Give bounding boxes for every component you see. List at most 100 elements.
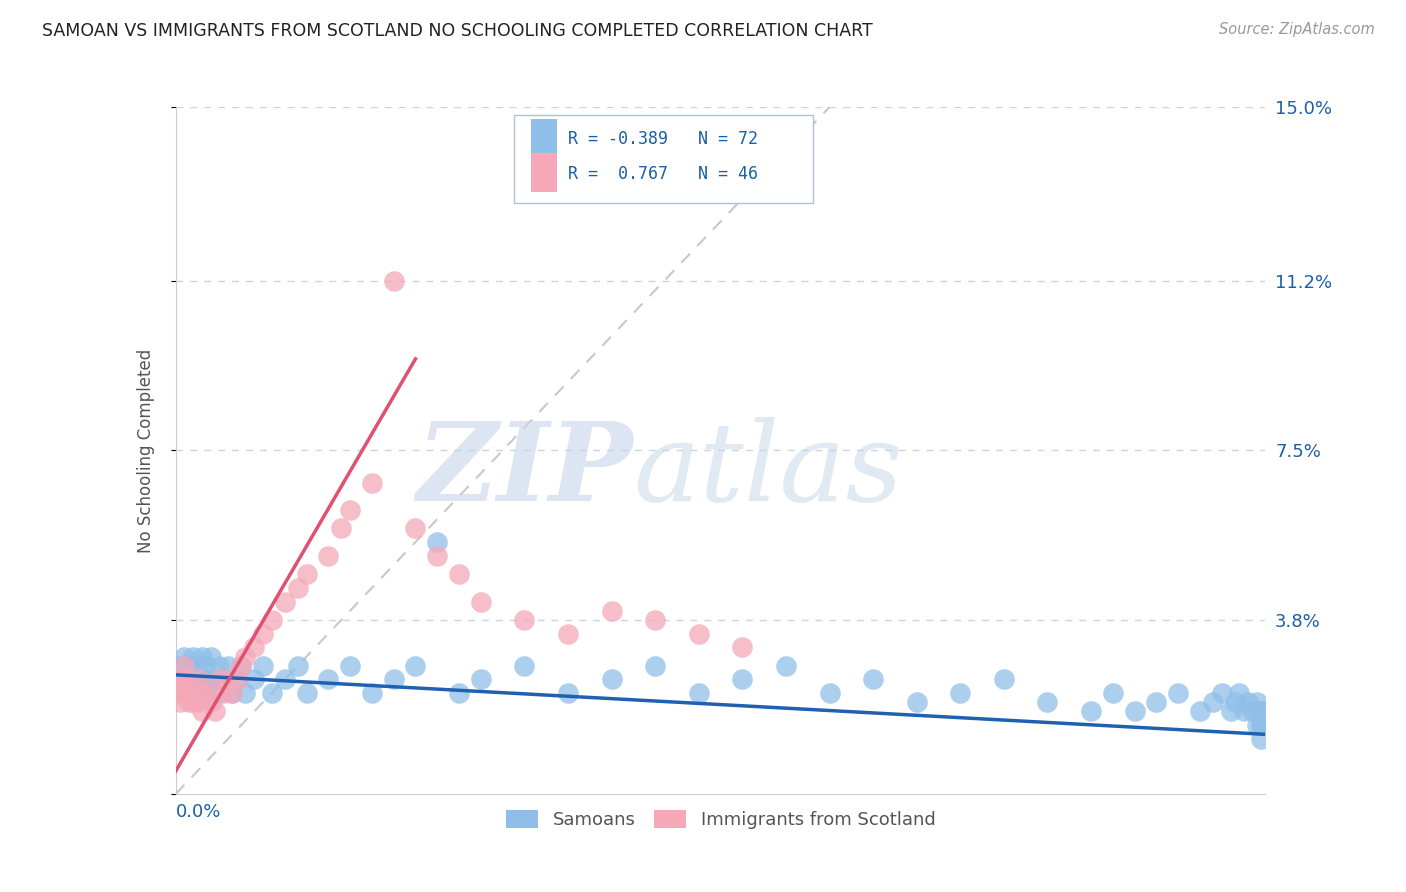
Point [1246,695,1268,709]
Point [191,673,214,687]
Point [225,673,247,687]
Point [260,613,283,627]
Point [200,673,222,687]
Point [1102,686,1125,700]
FancyBboxPatch shape [531,119,557,158]
Point [330,521,353,535]
Point [274,594,297,608]
Point [252,626,274,640]
Point [169,686,191,700]
Point [200,695,222,709]
Point [1167,686,1189,700]
Point [1211,686,1233,700]
Point [600,673,623,687]
Point [905,695,928,709]
Point [318,673,340,687]
Point [212,673,235,687]
Point [513,658,536,673]
Point [208,673,231,687]
Point [339,503,361,517]
Text: 0.0%: 0.0% [176,803,221,821]
Point [405,521,427,535]
Point [644,658,666,673]
Point [1219,705,1241,719]
Point [181,695,204,709]
Point [600,604,623,618]
Y-axis label: No Schooling Completed: No Schooling Completed [136,349,155,552]
Point [235,649,257,664]
Text: R =  0.767   N = 46: R = 0.767 N = 46 [568,165,758,183]
Point [1250,705,1272,719]
Point [557,686,579,700]
Point [447,567,470,582]
Point [181,649,204,664]
Point [339,658,361,673]
Point [173,673,195,687]
Point [731,673,754,687]
Point [470,673,492,687]
Point [1123,705,1146,719]
Point [1246,718,1268,732]
Point [1237,695,1260,709]
Point [1250,705,1272,719]
Point [1232,705,1256,719]
Point [235,686,257,700]
Point [173,658,195,673]
Point [405,658,427,673]
Point [169,695,191,709]
Point [295,686,318,700]
Point [360,686,382,700]
Point [688,686,710,700]
Point [177,686,200,700]
Point [177,658,200,673]
Point [1250,718,1272,732]
Point [447,686,470,700]
Point [204,673,226,687]
Point [204,705,226,719]
Text: SAMOAN VS IMMIGRANTS FROM SCOTLAND NO SCHOOLING COMPLETED CORRELATION CHART: SAMOAN VS IMMIGRANTS FROM SCOTLAND NO SC… [42,22,873,40]
Point [225,673,247,687]
Point [177,695,200,709]
Point [1189,705,1212,719]
Point [1036,695,1059,709]
Point [177,686,200,700]
Point [731,640,754,655]
Point [217,658,239,673]
Point [191,686,214,700]
Point [173,649,195,664]
Point [208,658,231,673]
Point [173,673,195,687]
Point [1223,695,1246,709]
FancyBboxPatch shape [531,153,557,192]
Point [1250,731,1272,746]
Point [186,695,209,709]
Point [470,594,492,608]
Point [382,274,405,288]
Point [1250,718,1272,732]
Point [1241,705,1264,719]
Point [1144,695,1167,709]
Point [287,581,309,595]
Point [191,705,214,719]
Point [243,673,266,687]
Point [181,673,204,687]
Point [173,686,195,700]
Point [231,658,253,673]
Text: atlas: atlas [633,417,903,524]
Point [191,649,214,664]
Point [274,673,297,687]
Text: ZIP: ZIP [416,417,633,524]
Point [195,686,218,700]
Point [382,673,405,687]
Point [200,649,222,664]
Point [212,686,235,700]
Point [186,673,209,687]
Point [186,686,209,700]
Point [360,475,382,490]
Point [186,658,209,673]
Point [426,535,449,549]
FancyBboxPatch shape [513,115,813,203]
Point [513,613,536,627]
Point [318,549,340,563]
Point [426,549,449,563]
